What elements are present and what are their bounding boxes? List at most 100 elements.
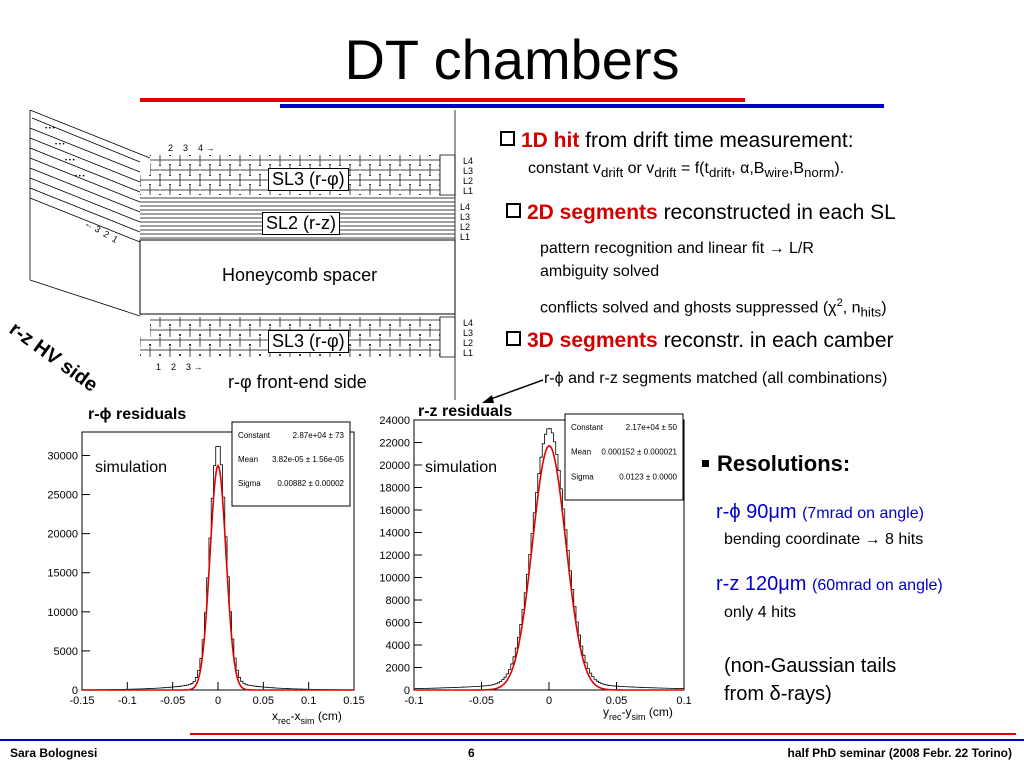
stat-label: Sigma xyxy=(571,472,594,481)
stat-value: 2.17e+04 ± 50 xyxy=(626,423,678,432)
layer-label: L3 xyxy=(463,328,474,338)
y-tick-label: 24000 xyxy=(379,415,410,427)
y-tick-label: 10000 xyxy=(379,573,410,585)
fit-stats-box xyxy=(231,421,351,507)
gaussian-fit-curve xyxy=(82,464,354,691)
y-tick-label: 16000 xyxy=(379,505,410,517)
x-tick-label: 0 xyxy=(546,695,552,707)
layer-label: L3 xyxy=(463,166,474,176)
stat-label: Sigma xyxy=(238,479,261,488)
histogram-bars xyxy=(413,428,685,690)
footer-author: Sara Bolognesi xyxy=(10,746,98,760)
gaussian-fit-curve xyxy=(414,445,684,691)
layer-labels-top: L4 L3 L2 L1 xyxy=(463,156,473,196)
bullet-1d-hit: 1D hit from drift time measurement: xyxy=(500,128,854,154)
stat-value: 2.87e+04 ± 73 xyxy=(293,431,345,440)
rz-residuals-plot: 0 2000 4000 6000 8000 10000 12000 14000 16000 180… xyxy=(379,413,692,722)
y-tick-label: 20000 xyxy=(47,529,78,541)
y-tick-label: 0 xyxy=(404,685,410,697)
x-tick-label: -0.15 xyxy=(69,695,94,707)
wire-numbers-bottom: 1 2 3 → xyxy=(156,362,203,372)
fit-stats-box xyxy=(564,413,684,501)
footer-line-blue xyxy=(0,739,1024,741)
bullet-2d-segments: 2D segments reconstructed in each SL xyxy=(506,200,896,226)
y-tick-label: 6000 xyxy=(386,618,410,630)
y-tick-label: 22000 xyxy=(379,438,410,450)
svg-text:• • •: • • • xyxy=(55,142,65,148)
y-tick-label: 15000 xyxy=(47,568,78,580)
x-tick-label: 0.05 xyxy=(606,695,627,707)
sl3-bottom-label: SL3 (r-φ) xyxy=(268,330,349,353)
layer-labels-mid: L4 L3 L2 L1 xyxy=(460,202,470,242)
sl2-label: SL2 (r-z) xyxy=(262,212,341,235)
square-bullet-icon xyxy=(702,460,709,467)
svg-text:• • •: • • • xyxy=(75,174,85,180)
layer-label: L1 xyxy=(463,186,474,196)
spacer-label: Honeycomb spacer xyxy=(222,265,378,285)
y-tick-label: 5000 xyxy=(54,646,78,658)
bullet-3d-segments: 3D segments reconstr. in each camber xyxy=(506,328,894,354)
footer-line-red xyxy=(190,733,1016,735)
x-tick-label: -0.05 xyxy=(469,695,494,707)
stat-label: Mean xyxy=(238,455,258,464)
tails-note-line2: from δ-rays) xyxy=(724,683,832,705)
plot-title-rphi: r-ϕ residuals xyxy=(88,406,187,423)
y-tick-label: 12000 xyxy=(379,550,410,562)
stat-label: Constant xyxy=(238,431,271,440)
x-tick-label: 0.15 xyxy=(343,695,364,707)
bullet-3d-sub: r-ϕ and r-z segments matched (all combin… xyxy=(544,370,888,387)
bullet-2d-sub1: pattern recognition and linear fit → L/R xyxy=(540,240,814,257)
svg-text:• • •: • • • xyxy=(45,126,55,132)
layer-label: L4 xyxy=(463,318,474,328)
resolutions-heading: Resolutions: xyxy=(702,452,850,476)
rz-resolution-sub: only 4 hits xyxy=(724,604,797,621)
y-tick-label: 4000 xyxy=(386,640,410,652)
layer-label: L2 xyxy=(463,338,474,348)
rphi-resolution-sub: bending coordinate → 8 hits xyxy=(724,531,924,548)
simulation-label: simulation xyxy=(95,459,167,476)
title-underline-red xyxy=(140,98,745,102)
y-tick-label: 30000 xyxy=(47,450,78,462)
dt-chamber-diagram: • • • • • • • • • • • • xyxy=(29,110,456,400)
stat-label: Mean xyxy=(571,448,591,457)
footer-page-number: 6 xyxy=(468,746,475,760)
stat-label: Constant xyxy=(571,423,604,432)
plot-title-rz: r-z residuals xyxy=(418,403,513,420)
y-tick-label: 10000 xyxy=(47,607,78,619)
y-tick-label: 14000 xyxy=(379,528,410,540)
checkbox-bullet-icon xyxy=(506,331,521,346)
fe-side-label: r-φ front-end side xyxy=(228,372,367,392)
layer-label: L4 xyxy=(463,156,474,166)
x-tick-label: 0.05 xyxy=(253,695,274,707)
y-tick-label: 8000 xyxy=(386,595,410,607)
layer-label: L1 xyxy=(463,348,474,358)
title-underline-blue xyxy=(280,104,884,108)
x-tick-label: -0.1 xyxy=(118,695,137,707)
rz-resolution: r-z 120μm (60mrad on angle) xyxy=(716,573,943,595)
svg-text:• • •: • • • xyxy=(65,158,75,164)
slide-title: DT chambers xyxy=(344,28,680,91)
x-tick-label: -0.05 xyxy=(160,695,185,707)
arrow-to-plot xyxy=(482,379,544,403)
checkbox-bullet-icon xyxy=(506,203,521,218)
footer-event: half PhD seminar (2008 Febr. 22 Torino) xyxy=(787,746,1012,760)
checkbox-bullet-icon xyxy=(500,131,515,146)
stat-value: 0.000152 ± 0.000021 xyxy=(601,448,677,457)
y-tick-label: 20000 xyxy=(379,460,410,472)
x-tick-label: -0.1 xyxy=(405,695,424,707)
tails-note-line1: (non-Gaussian tails xyxy=(724,655,897,677)
sl3-top-label: SL3 (r-φ) xyxy=(268,168,349,191)
rphi-resolution: r-ϕ 90μm (7mrad on angle) xyxy=(716,501,924,523)
layer-labels-bottom: L4 L3 L2 L1 xyxy=(463,318,473,358)
x-axis-label: xrec-xsim (cm) xyxy=(272,709,342,726)
stat-value: 3.82e-05 ± 1.56e-05 xyxy=(272,455,345,464)
wire-numbers-top: 2 3 4 → xyxy=(168,143,215,153)
y-tick-label: 18000 xyxy=(379,483,410,495)
x-tick-label: 0.1 xyxy=(676,695,691,707)
bullet-2d-sub2: conflicts solved and ghosts suppressed (… xyxy=(540,297,887,320)
x-axis-label: yrec-ysim (cm) xyxy=(603,705,673,722)
y-tick-label: 2000 xyxy=(386,663,410,675)
stat-value: 0.00882 ± 0.00002 xyxy=(277,479,344,488)
bullet-2d-sub1b: ambiguity solved xyxy=(540,263,660,280)
rphi-residuals-plot: 0 5000 10000 15000 20000 25000 30000 -0.15 -0.1 -… xyxy=(47,421,365,726)
